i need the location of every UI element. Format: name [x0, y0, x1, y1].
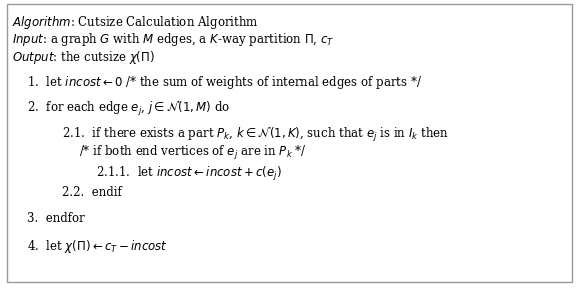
Text: /* if both end vertices of $e_j$ are in $P_k$ */: /* if both end vertices of $e_j$ are in …: [79, 144, 307, 162]
Text: 1.  let $\mathit{incost} \leftarrow 0$ /* the sum of weights of internal edges o: 1. let $\mathit{incost} \leftarrow 0$ /*…: [27, 74, 423, 91]
Text: 3.  endfor: 3. endfor: [27, 212, 85, 225]
Text: $\mathit{Algorithm}$: Cutsize Calculation Algorithm: $\mathit{Algorithm}$: Cutsize Calculatio…: [12, 14, 258, 31]
Text: 2.1.1.  let $\mathit{incost} \leftarrow \mathit{incost} + c(e_j)$: 2.1.1. let $\mathit{incost} \leftarrow \…: [97, 164, 283, 183]
Text: 2.1.  if there exists a part $P_k$, $k \in \mathcal{N}(1, K)$, such that $e_j$ i: 2.1. if there exists a part $P_k$, $k \i…: [62, 126, 449, 144]
Text: 4.  let $\chi(\Pi) \leftarrow c_T - \mathit{incost}$: 4. let $\chi(\Pi) \leftarrow c_T - \math…: [27, 238, 168, 255]
Text: $\mathit{Output}$: the cutsize $\chi(\Pi)$: $\mathit{Output}$: the cutsize $\chi(\Pi…: [12, 49, 155, 66]
Text: 2.2.  endif: 2.2. endif: [62, 186, 122, 199]
Text: $\mathit{Input}$: a graph $G$ with $M$ edges, a $K$-way partition $\Pi$, $c_T$: $\mathit{Input}$: a graph $G$ with $M$ e…: [12, 32, 334, 49]
Text: 2.  for each edge $e_j$, $j \in \mathcal{N}(1, M)$ do: 2. for each edge $e_j$, $j \in \mathcal{…: [27, 100, 230, 118]
